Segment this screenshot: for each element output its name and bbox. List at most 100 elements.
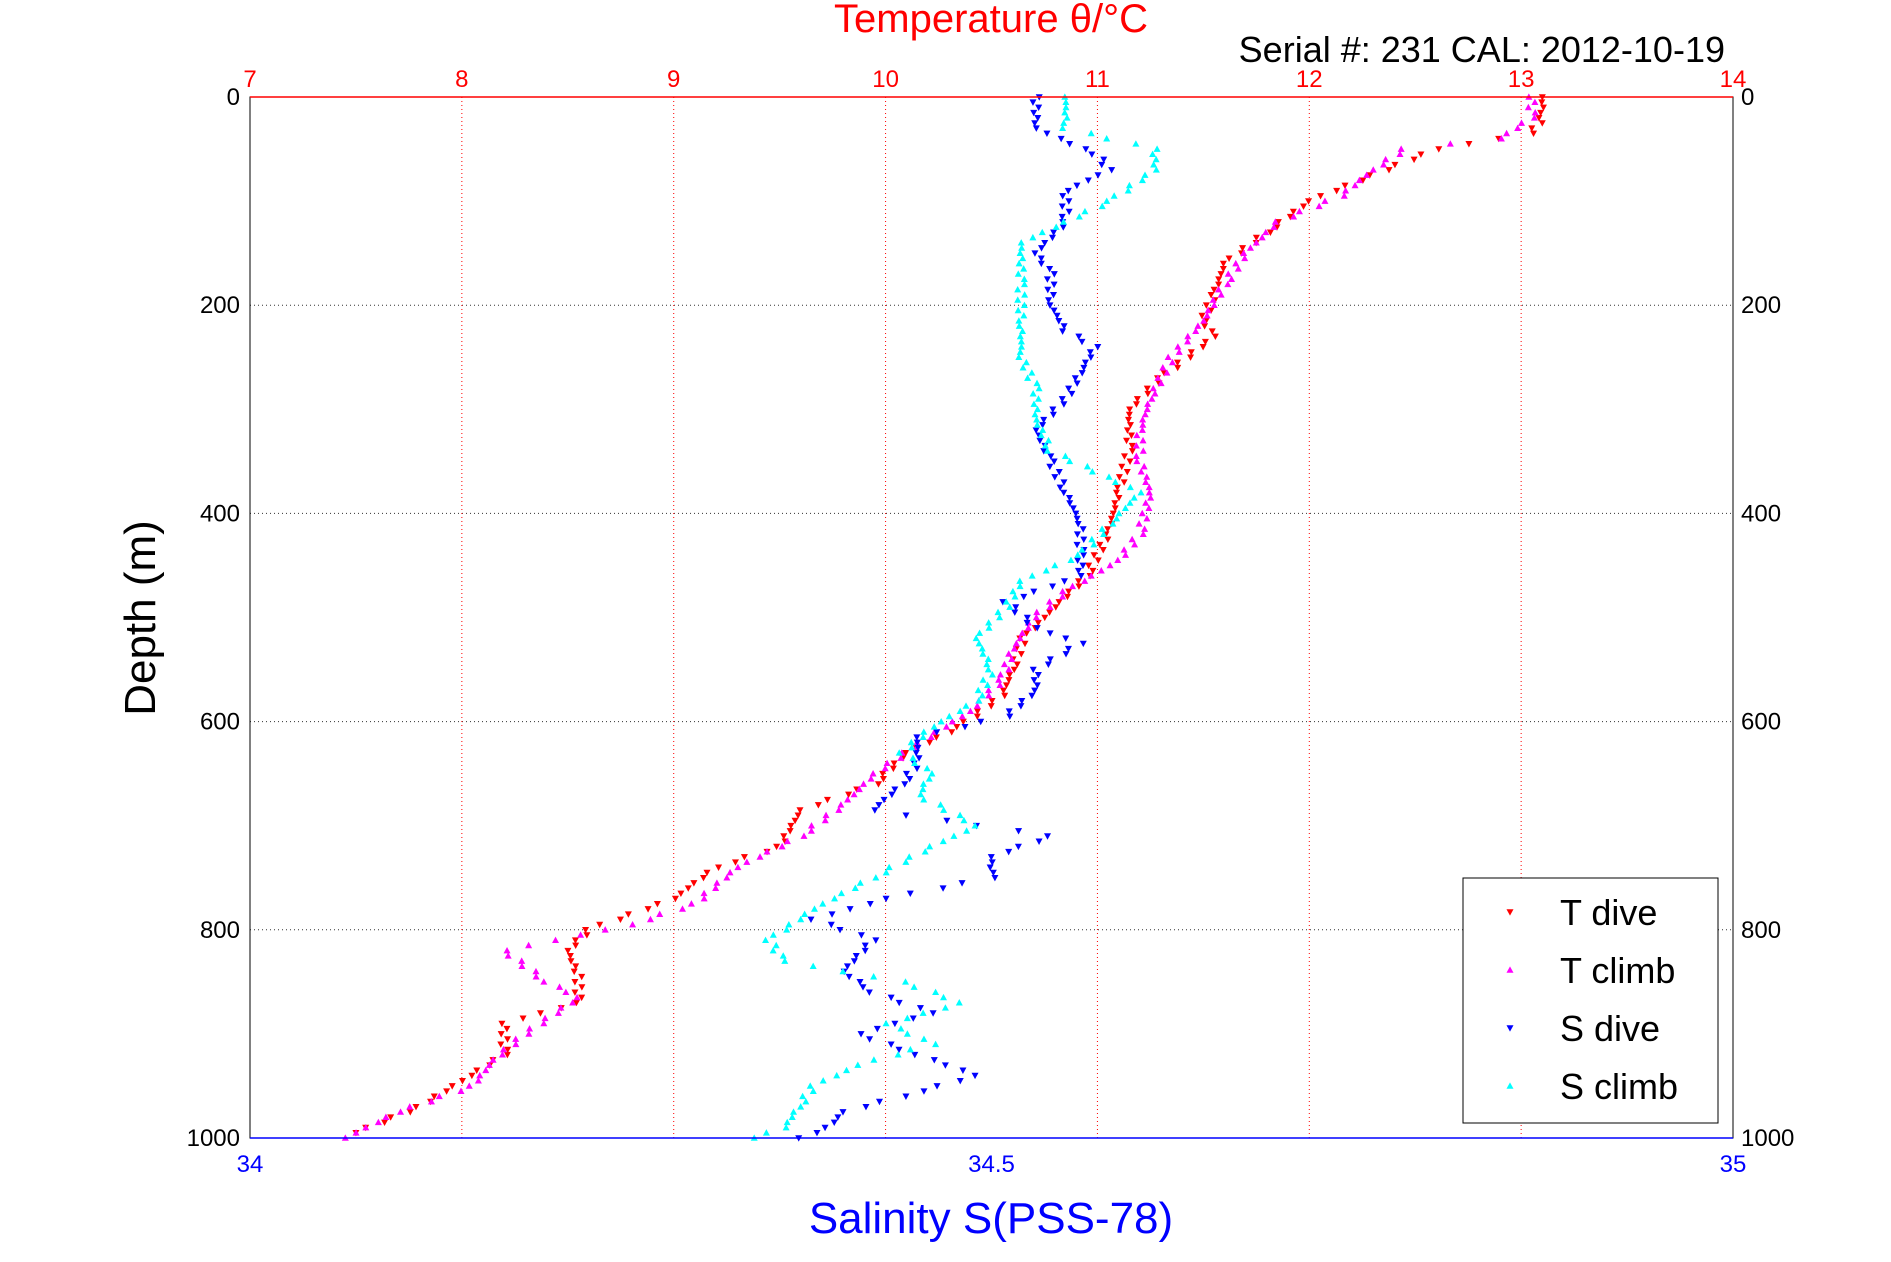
data-point [940,993,948,1001]
data-point [1039,422,1047,429]
data-point [536,1010,544,1017]
y-tick-label-right: 800 [1741,917,1781,944]
data-point [1008,655,1016,662]
data-point [888,791,896,799]
data-point [836,927,844,934]
data-point [362,1123,370,1131]
data-point [966,707,974,714]
data-point [566,953,574,960]
data-point [835,806,843,813]
data-point [919,785,927,793]
data-point [468,1072,476,1080]
data-point [1014,843,1022,851]
data-point [1032,125,1040,132]
data-point [406,1103,414,1110]
data-point [1228,275,1236,282]
data-point [929,1010,937,1017]
legend-marker [1506,966,1514,973]
x-top-tick-label: 9 [667,66,680,93]
data-point [781,957,789,964]
data-point [1138,176,1146,184]
data-point [1034,671,1042,679]
data-point [1037,255,1045,262]
data-point [1034,405,1042,413]
data-point [1041,239,1049,247]
data-point [1262,228,1270,236]
data-point [503,1025,511,1033]
data-point [1033,416,1041,423]
data-point [1128,448,1136,455]
data-point [879,776,887,783]
data-point [1068,390,1076,398]
data-point [902,978,910,985]
data-point [1199,344,1207,351]
data-point [1033,379,1041,387]
data-point [489,1056,497,1063]
data-point [1246,244,1254,251]
data-point [866,900,874,908]
data-point [844,796,852,803]
data-point [1028,692,1036,700]
data-point [1397,145,1405,152]
data-point [1143,405,1151,413]
data-point [1074,567,1082,575]
data-point [677,890,685,897]
data-point [902,858,910,865]
data-point [1080,536,1088,544]
data-point [1023,619,1031,627]
data-point [1020,593,1028,601]
data-point [1073,515,1081,523]
data-point [1168,358,1176,366]
data-point [1531,108,1539,116]
data-point [1059,328,1067,335]
data-point [1060,489,1068,497]
data-point [809,962,817,970]
data-point [1120,479,1128,486]
data-point [1052,604,1060,611]
data-point [913,739,921,747]
data-point [1016,634,1024,642]
data-point [843,963,851,970]
data-point [1210,301,1218,308]
data-point [985,691,993,699]
data-point [1094,557,1102,564]
data-point [1104,526,1112,533]
data-point [857,932,865,939]
data-point [1052,223,1060,230]
data-point [902,812,910,819]
data-point [914,744,922,752]
data-point [837,889,845,897]
data-point [1073,380,1081,387]
data-point [1300,203,1308,210]
data-point [1021,280,1029,288]
chart-subtitle: Serial #: 231 CAL: 2012-10-19 [1239,29,1725,70]
data-point [1066,457,1074,465]
data-point [846,906,854,913]
data-point [1059,193,1067,200]
data-point [690,880,698,887]
data-point [1020,265,1028,272]
data-point [851,884,859,891]
y-tick-label-left: 600 [200,709,240,736]
data-point [1017,651,1025,658]
data-point [1055,468,1063,476]
data-point [870,973,878,980]
data-point [1111,478,1119,485]
data-point [880,796,888,804]
data-point [809,1087,817,1094]
data-point [856,979,864,986]
data-point [1000,660,1008,668]
data-point [984,665,992,673]
data-point [787,822,795,830]
data-point [1037,431,1045,439]
data-point [790,1108,798,1115]
data-point [1271,218,1279,225]
data-point [845,973,853,981]
y-axis-label: Depth (m) [116,520,165,716]
data-point [499,1045,507,1053]
data-point [1133,396,1141,403]
data-point [1126,499,1134,506]
data-point [1219,260,1227,268]
data-point [1032,613,1040,621]
x-top-tick-label: 13 [1508,66,1535,93]
